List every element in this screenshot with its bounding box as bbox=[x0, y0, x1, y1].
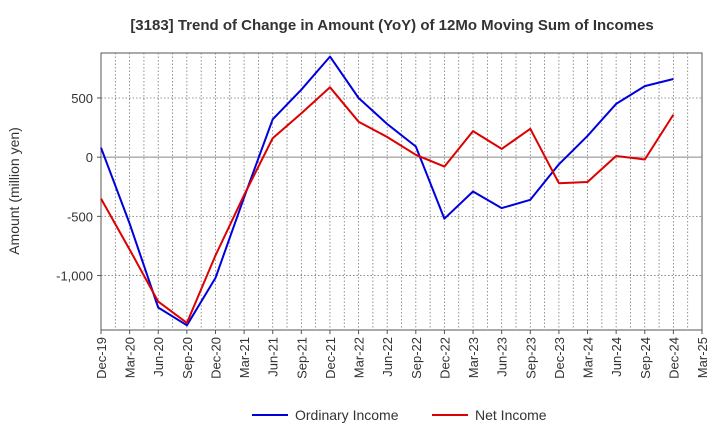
y-tick-label: 500 bbox=[71, 91, 93, 106]
series-line-net-income bbox=[100, 86, 675, 324]
x-tick-label: Jun-24 bbox=[609, 337, 624, 377]
legend-label: Ordinary Income bbox=[295, 407, 399, 423]
x-tick-label: Mar-24 bbox=[581, 337, 596, 378]
x-tick-label: Dec-20 bbox=[208, 337, 223, 379]
legend: Ordinary Income Net Income bbox=[252, 407, 547, 423]
x-tick-label: Dec-21 bbox=[323, 337, 338, 379]
x-tick-label: Sep-22 bbox=[409, 337, 424, 379]
x-tick-label: Sep-21 bbox=[294, 337, 309, 379]
x-tick-label: Jun-21 bbox=[266, 337, 281, 377]
x-tick-label: Dec-24 bbox=[666, 337, 681, 379]
series-lines bbox=[100, 55, 675, 327]
x-tick-label: Sep-24 bbox=[638, 337, 653, 379]
x-tick-label: Dec-22 bbox=[437, 337, 452, 379]
x-tick-label: Dec-23 bbox=[552, 337, 567, 379]
x-tick-label: Jun-23 bbox=[495, 337, 510, 377]
x-tick-label: Jun-22 bbox=[380, 337, 395, 377]
x-tick-label: Dec-19 bbox=[94, 337, 109, 379]
x-tick-label: Jun-20 bbox=[151, 337, 166, 377]
x-tick-label: Sep-20 bbox=[180, 337, 195, 379]
y-tick-label: -500 bbox=[67, 209, 93, 224]
x-tick-label: Mar-25 bbox=[695, 337, 710, 378]
axis-ticks: 500 0 -500 -1,000 Dec-19 Mar-20 Jun-20 Sep-20 De… bbox=[56, 91, 710, 379]
y-axis-label: Amount (million yen) bbox=[6, 127, 22, 255]
x-tick-label: Mar-21 bbox=[237, 337, 252, 378]
series-line-ordinary-income bbox=[100, 55, 674, 327]
x-tick-label: Mar-20 bbox=[123, 337, 138, 378]
x-tick-label: Mar-23 bbox=[466, 337, 481, 378]
legend-label: Net Income bbox=[475, 407, 547, 423]
chart-title: [3183] Trend of Change in Amount (YoY) o… bbox=[130, 17, 653, 34]
y-tick-label: 0 bbox=[86, 150, 93, 165]
y-tick-label: -1,000 bbox=[56, 269, 93, 284]
x-tick-label: Sep-23 bbox=[523, 337, 538, 379]
x-tick-label: Mar-22 bbox=[352, 337, 367, 378]
